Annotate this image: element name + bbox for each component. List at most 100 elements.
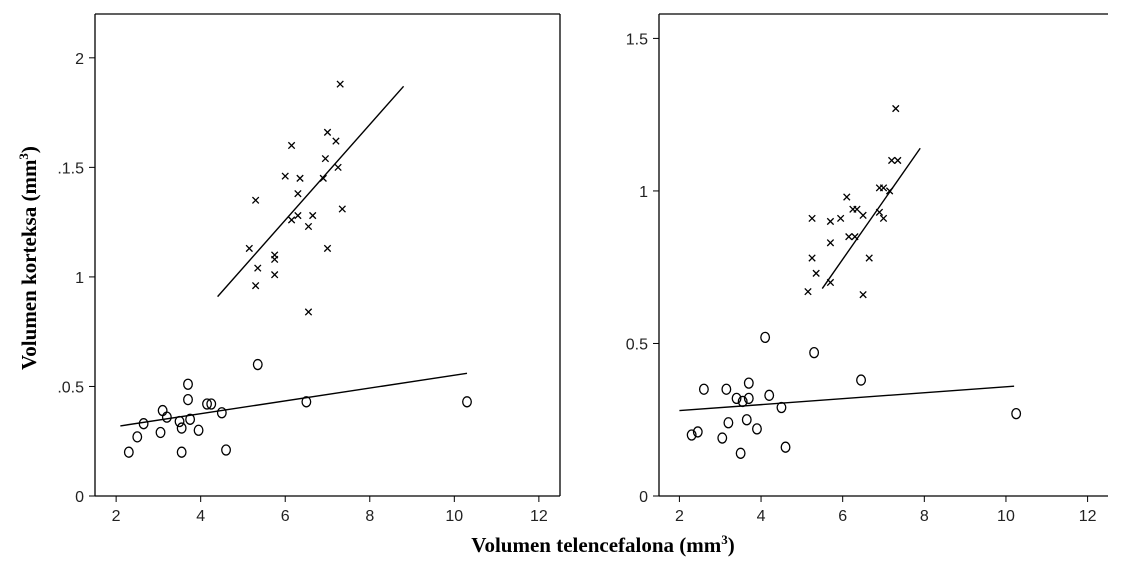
left-circle-point <box>176 422 187 434</box>
right-circle-point <box>780 441 791 453</box>
left-cross-point <box>287 216 296 224</box>
left-circle-point <box>183 378 193 390</box>
left-cross-point <box>294 189 302 198</box>
right-scatter-panel: 2 4 6 8 10 12 0 0.5 1 1.5 <box>626 13 1108 525</box>
x-axis-title: Volumen telencefalona (mm3) <box>471 532 735 557</box>
right-cross-point <box>888 156 896 165</box>
right-cross-point <box>865 254 873 262</box>
right-y-tick-label: 0 <box>639 489 648 506</box>
left-cross-point <box>254 264 262 272</box>
right-cross-point <box>843 193 851 201</box>
right-circle-point <box>723 417 734 429</box>
left-cross-point <box>319 174 327 182</box>
right-cross-point <box>845 233 853 241</box>
left-circle-point <box>161 411 172 423</box>
left-circle-point <box>138 418 149 430</box>
left-y-tick-label: .1.5 <box>57 160 84 177</box>
right-circle-point <box>686 429 697 441</box>
right-cross-fit-line <box>821 147 921 289</box>
left-cross-point <box>251 282 260 290</box>
right-cross-point <box>826 217 835 226</box>
right-circle-point <box>735 447 746 459</box>
left-x-tick-label: 10 <box>445 508 463 525</box>
right-cross-point <box>808 254 816 262</box>
left-cross-point <box>323 244 332 253</box>
right-circle-point <box>743 377 754 389</box>
right-x-tick-label: 2 <box>675 508 684 525</box>
right-y-tick-label: 1 <box>639 184 648 201</box>
left-cross-point <box>332 137 340 145</box>
left-circle-point <box>174 415 185 428</box>
right-cross-point <box>851 233 859 241</box>
right-circle-point <box>721 383 732 395</box>
left-circle-fit-line <box>120 372 468 427</box>
left-cross-point <box>245 244 253 253</box>
right-y-tick-label: 0.5 <box>626 336 648 353</box>
left-cross-point <box>304 308 313 316</box>
left-cross-point <box>338 205 346 213</box>
right-circle-point <box>741 414 752 426</box>
left-cross-point <box>294 211 302 220</box>
right-circle-point <box>764 389 775 401</box>
right-cross-point <box>885 187 894 195</box>
right-cross-point <box>894 156 902 165</box>
left-circle-point <box>155 426 166 439</box>
left-circle-point <box>185 413 196 425</box>
left-cross-point <box>287 141 296 150</box>
right-cross-point <box>879 214 888 223</box>
left-cross-point <box>304 222 313 231</box>
left-circle-point <box>206 398 217 410</box>
right-circle-point <box>776 401 787 414</box>
right-cross-point <box>808 214 816 223</box>
right-circle-point <box>737 395 748 408</box>
right-circle-point <box>743 392 754 405</box>
left-circle-point <box>216 407 227 419</box>
right-x-tick-label: 12 <box>1079 508 1097 525</box>
left-cross-point <box>323 128 332 136</box>
left-circle-point <box>123 446 134 458</box>
right-circle-point <box>731 392 742 405</box>
right-x-tick-label: 8 <box>920 508 929 525</box>
right-cross-point <box>812 269 820 277</box>
left-y-tick-label: 2 <box>75 51 84 68</box>
right-y-tick-label: 1.5 <box>626 31 648 48</box>
right-circle-point <box>856 374 867 386</box>
right-cross-point <box>826 239 835 247</box>
left-y-tick-label: .0.5 <box>57 379 84 396</box>
right-circle-point <box>1011 407 1022 420</box>
left-cross-point <box>270 271 279 279</box>
right-circle-point <box>692 426 703 438</box>
left-circle-point <box>301 396 312 408</box>
right-cross-point <box>892 104 900 113</box>
right-circle-point <box>698 383 709 395</box>
right-circle-fit-line <box>679 385 1015 412</box>
left-cross-fit-line <box>217 85 405 298</box>
right-cross-point <box>875 208 884 216</box>
right-cross-point <box>859 211 867 220</box>
left-circle-point <box>132 431 143 443</box>
left-x-tick-label: 12 <box>530 508 548 525</box>
left-circle-point <box>176 446 187 458</box>
right-cross-point <box>826 278 835 287</box>
left-y-tick-label: 1 <box>75 270 84 287</box>
right-cross-point <box>836 214 845 223</box>
left-cross-point <box>281 172 289 180</box>
left-cross-point <box>309 211 317 220</box>
left-y-tick-label: 0 <box>75 489 84 506</box>
left-circle-point <box>252 358 263 371</box>
left-cross-point <box>321 154 330 163</box>
right-circle-point <box>752 423 762 435</box>
left-circle-point <box>221 444 231 456</box>
left-circle-point <box>183 393 193 406</box>
right-x-tick-label: 6 <box>838 508 847 525</box>
left-cross-point <box>336 80 344 88</box>
right-cross-point <box>853 205 861 213</box>
left-cross-point <box>296 174 304 182</box>
left-circle-point <box>193 424 204 436</box>
right-cross-point <box>804 287 812 296</box>
right-cross-point <box>859 290 867 299</box>
left-circle-point <box>462 396 472 408</box>
right-x-tick-label: 4 <box>757 508 766 525</box>
left-scatter-panel: 2 4 6 8 10 12 0 .0.5 1 .1.5 2 <box>57 13 561 525</box>
